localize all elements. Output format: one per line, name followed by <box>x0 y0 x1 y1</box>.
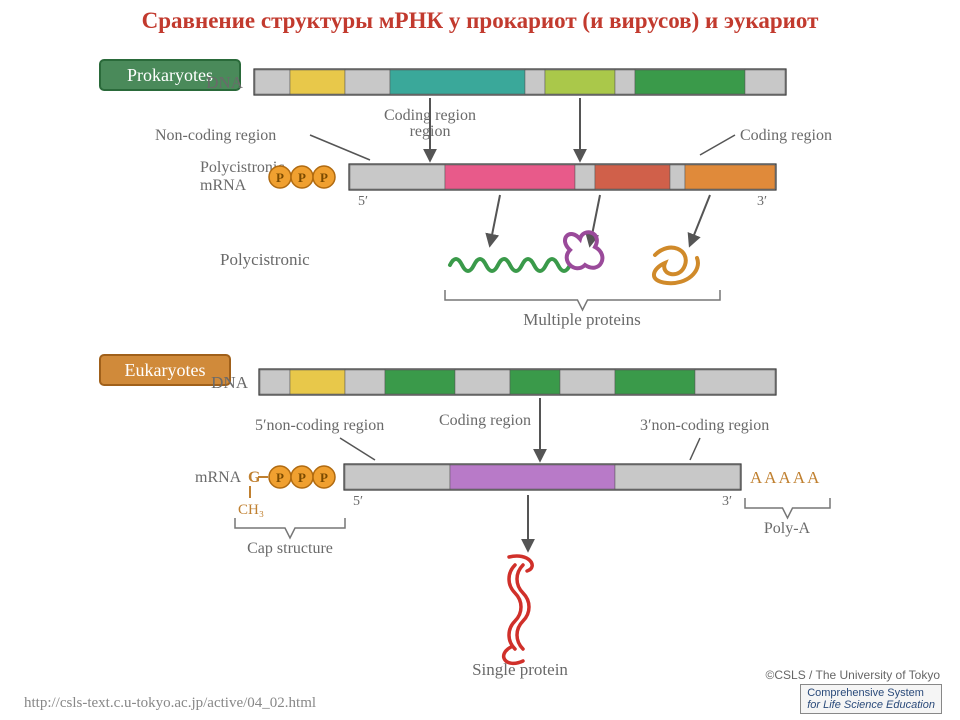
svg-text:P: P <box>276 170 284 185</box>
credit-text: ©CSLS / The University of Tokyo <box>766 668 940 682</box>
svg-text:DNA: DNA <box>211 373 249 392</box>
svg-text:DNA: DNA <box>206 73 244 92</box>
svg-text:3′: 3′ <box>757 194 767 209</box>
svg-text:5′: 5′ <box>358 194 368 209</box>
svg-text:mRNA: mRNA <box>200 177 247 194</box>
svg-text:Single protein: Single protein <box>472 660 568 679</box>
svg-text:P: P <box>320 170 328 185</box>
svg-text:Coding region: Coding region <box>439 412 531 429</box>
svg-text:Multiple proteins: Multiple proteins <box>523 310 641 329</box>
svg-text:3′: 3′ <box>722 494 732 509</box>
svg-text:Non-coding region: Non-coding region <box>155 127 276 144</box>
page-title: Сравнение структуры мРНК у прокариот (и … <box>0 8 960 34</box>
svg-text:Prokaryotes: Prokaryotes <box>127 65 213 85</box>
svg-text:3′non-coding region: 3′non-coding region <box>640 417 769 434</box>
svg-text:Poly-A: Poly-A <box>764 520 811 537</box>
credit-box: Comprehensive System for Life Science Ed… <box>800 684 942 714</box>
svg-text:Eukaryotes: Eukaryotes <box>125 360 206 380</box>
svg-text:5′non-coding region: 5′non-coding region <box>255 417 384 434</box>
svg-text:P: P <box>298 170 306 185</box>
svg-text:Coding region: Coding region <box>740 127 832 144</box>
svg-text:5′: 5′ <box>353 494 363 509</box>
svg-text:P: P <box>298 470 306 485</box>
mrna-comparison-diagram: ProkaryotesDNACoding regionregionCoding … <box>0 0 960 720</box>
svg-text:P: P <box>320 470 328 485</box>
svg-text:P: P <box>276 470 284 485</box>
source-url: http://csls-text.c.u-tokyo.ac.jp/active/… <box>24 695 316 712</box>
svg-text:mRNA: mRNA <box>195 469 242 486</box>
svg-text:AAAAA: AAAAA <box>750 468 821 487</box>
svg-text:Cap structure: Cap structure <box>247 540 333 557</box>
svg-text:CH₃: CH₃ <box>238 502 264 518</box>
svg-text:Polycistronic: Polycistronic <box>220 250 310 269</box>
